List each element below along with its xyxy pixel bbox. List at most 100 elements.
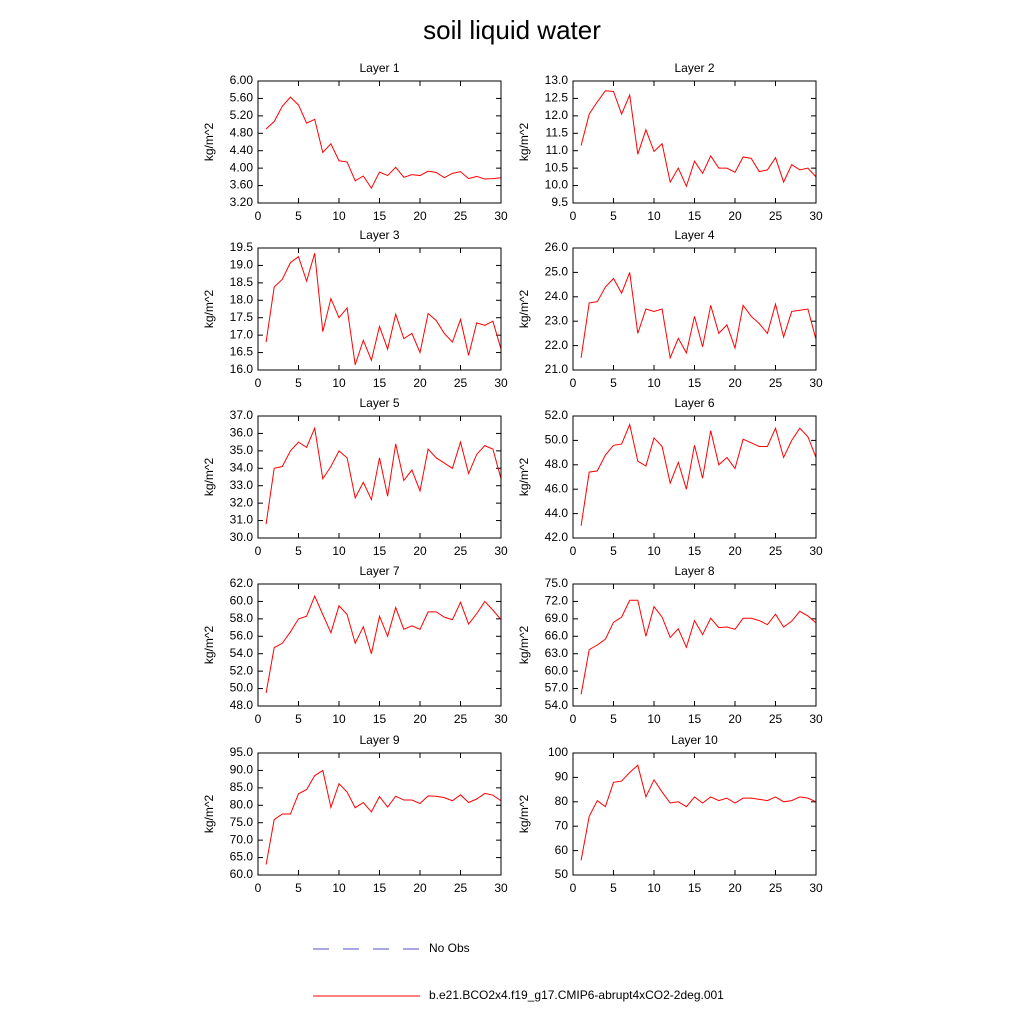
y-tick-label: 3.20 [230,195,254,209]
y-tick-label: 13.0 [545,73,569,87]
x-tick-label: 0 [570,376,577,390]
x-tick-label: 10 [332,376,346,390]
x-tick-label: 15 [373,376,387,390]
y-tick-label: 42.0 [545,530,569,544]
y-tick-label: 19.5 [230,240,254,254]
x-tick-label: 20 [728,544,742,558]
x-tick-label: 0 [570,544,577,558]
x-tick-label: 0 [570,881,577,895]
x-tick-label: 10 [647,209,661,223]
y-tick-label: 4.00 [230,160,254,174]
y-tick-label: 52.0 [230,663,254,677]
y-tick-label: 60.0 [545,663,569,677]
y-tick-label: 5.60 [230,91,254,105]
data-line [580,272,817,360]
y-axis-label: kg/m^2 [202,795,216,834]
y-tick-label: 60 [555,843,569,857]
x-tick-label: 15 [373,712,387,726]
y-tick-label: 34.0 [230,460,254,474]
y-tick-label: 33.0 [230,478,254,492]
y-tick-label: 95.0 [230,745,254,759]
y-axis-label: kg/m^2 [202,626,216,665]
plot-frame [572,80,817,204]
y-tick-label: 58.0 [230,611,254,625]
x-tick-label: 15 [688,881,702,895]
y-axis-label: kg/m^2 [517,123,531,162]
y-tick-label: 17.0 [230,327,254,341]
x-tick-label: 20 [728,376,742,390]
data-line [265,253,502,365]
y-tick-label: 69.0 [545,611,569,625]
plot-frame [257,415,502,539]
y-tick-label: 35.0 [230,443,254,457]
y-tick-label: 36.0 [230,426,254,440]
y-tick-label: 48.0 [545,457,569,471]
y-axis-label: kg/m^2 [202,458,216,497]
x-tick-label: 25 [769,544,783,558]
x-tick-label: 15 [688,376,702,390]
data-line [580,90,817,188]
x-tick-label: 15 [688,712,702,726]
y-tick-label: 37.0 [230,408,254,422]
y-tick-label: 60.0 [230,594,254,608]
plot-frame [257,583,502,707]
panel-title: Layer 1 [359,61,399,75]
y-tick-label: 75.0 [230,815,254,829]
y-tick-label: 62.0 [230,576,254,590]
y-tick-label: 46.0 [545,481,569,495]
y-tick-label: 22.0 [545,338,569,352]
y-axis-label: kg/m^2 [517,626,531,665]
x-tick-label: 0 [570,209,577,223]
x-tick-label: 20 [413,376,427,390]
plot-frame [257,80,502,204]
y-tick-label: 32.0 [230,495,254,509]
x-tick-label: 0 [570,712,577,726]
x-tick-label: 10 [647,712,661,726]
plot-frame [572,415,817,539]
plot-frame [257,752,502,876]
y-tick-label: 4.40 [230,143,254,157]
panel-title: Layer 10 [671,733,718,747]
y-tick-label: 57.0 [545,681,569,695]
y-tick-label: 11.5 [546,125,569,139]
x-tick-label: 10 [332,209,346,223]
y-tick-label: 12.0 [545,108,569,122]
y-tick-label: 5.20 [230,108,254,122]
x-tick-label: 25 [454,376,468,390]
plot-frame [257,247,502,371]
y-tick-label: 54.0 [545,698,569,712]
x-tick-label: 30 [494,712,508,726]
panel-title: Layer 4 [674,228,714,242]
x-tick-label: 5 [610,881,617,895]
x-tick-label: 25 [454,209,468,223]
x-tick-label: 0 [255,712,262,726]
x-tick-label: 5 [295,881,302,895]
y-tick-label: 11.0 [546,143,569,157]
y-tick-label: 90 [555,770,569,784]
x-tick-label: 25 [769,712,783,726]
x-tick-label: 0 [255,544,262,558]
y-tick-label: 52.0 [545,408,569,422]
x-tick-label: 30 [494,544,508,558]
x-tick-label: 30 [494,209,508,223]
y-tick-label: 50 [555,867,569,881]
x-tick-label: 20 [413,881,427,895]
x-tick-label: 30 [809,209,823,223]
y-tick-label: 72.0 [545,594,569,608]
x-tick-label: 15 [373,544,387,558]
y-tick-label: 80.0 [230,797,254,811]
x-tick-label: 30 [809,712,823,726]
legend-label: b.e21.BCO2x4.f19_g17.CMIP6-abrupt4xCO2-2… [429,988,724,1002]
y-axis-label: kg/m^2 [202,123,216,162]
data-line [580,422,817,526]
y-tick-label: 31.0 [230,513,254,527]
x-tick-label: 10 [647,881,661,895]
data-line [580,764,817,861]
panel-title: Layer 5 [359,396,399,410]
y-tick-label: 17.5 [230,310,254,324]
y-tick-label: 48.0 [230,698,254,712]
x-tick-label: 0 [255,376,262,390]
x-tick-label: 25 [769,376,783,390]
y-tick-label: 50.0 [230,681,254,695]
